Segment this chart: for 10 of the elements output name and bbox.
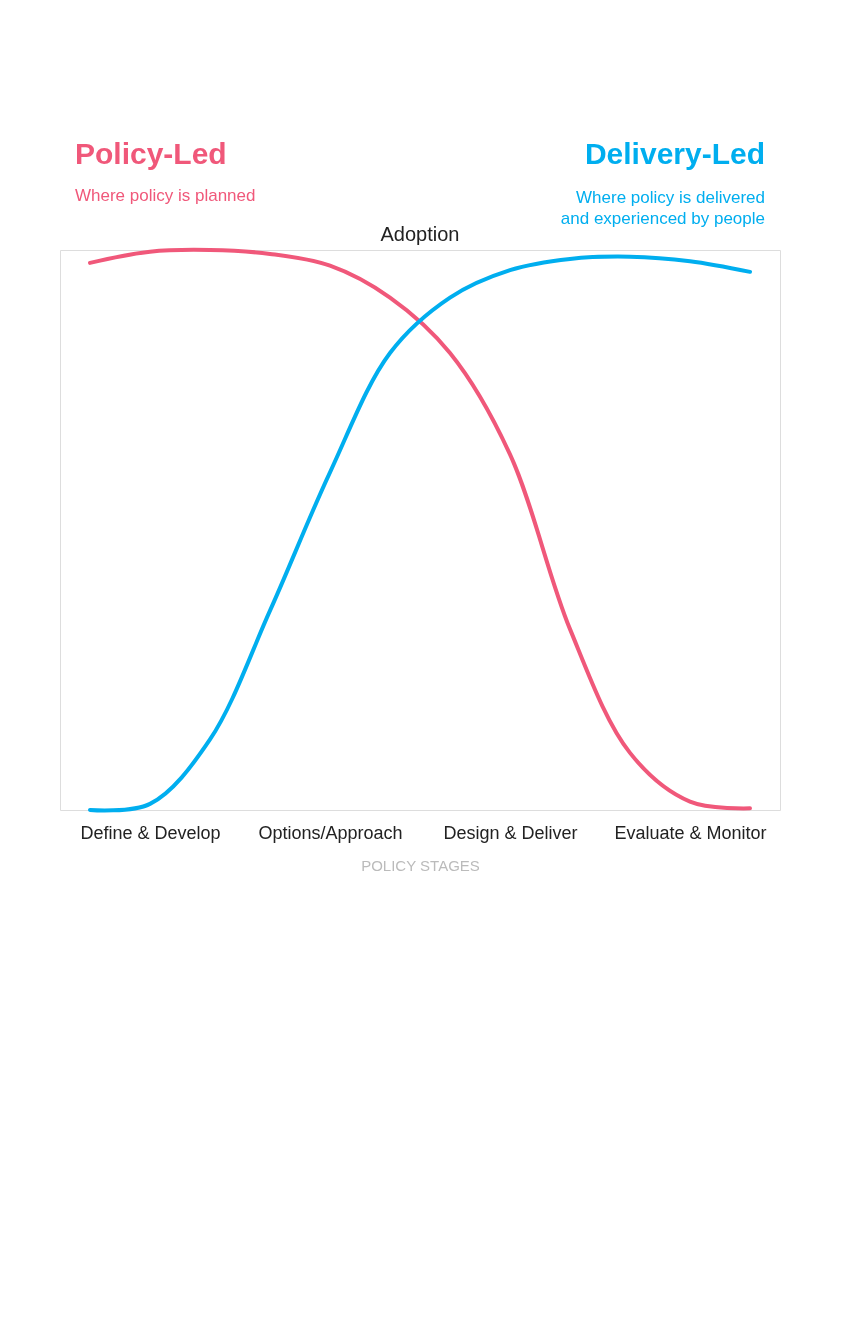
x-tick-label: Options/Approach <box>258 822 403 843</box>
x-tick-label: Evaluate & Monitor <box>614 822 767 843</box>
x-axis-title: POLICY STAGES <box>361 856 480 874</box>
text: Policy-Led <box>75 137 227 170</box>
x-tick-label: Design & Deliver <box>443 822 578 843</box>
text: Where policy is planned <box>75 186 256 205</box>
text: Delivery-Led <box>584 137 765 170</box>
text: Adoption <box>380 223 460 245</box>
x-tick-label: Define & Develop <box>80 822 221 843</box>
text: Where policy is delivered and experienced by people <box>560 188 765 228</box>
